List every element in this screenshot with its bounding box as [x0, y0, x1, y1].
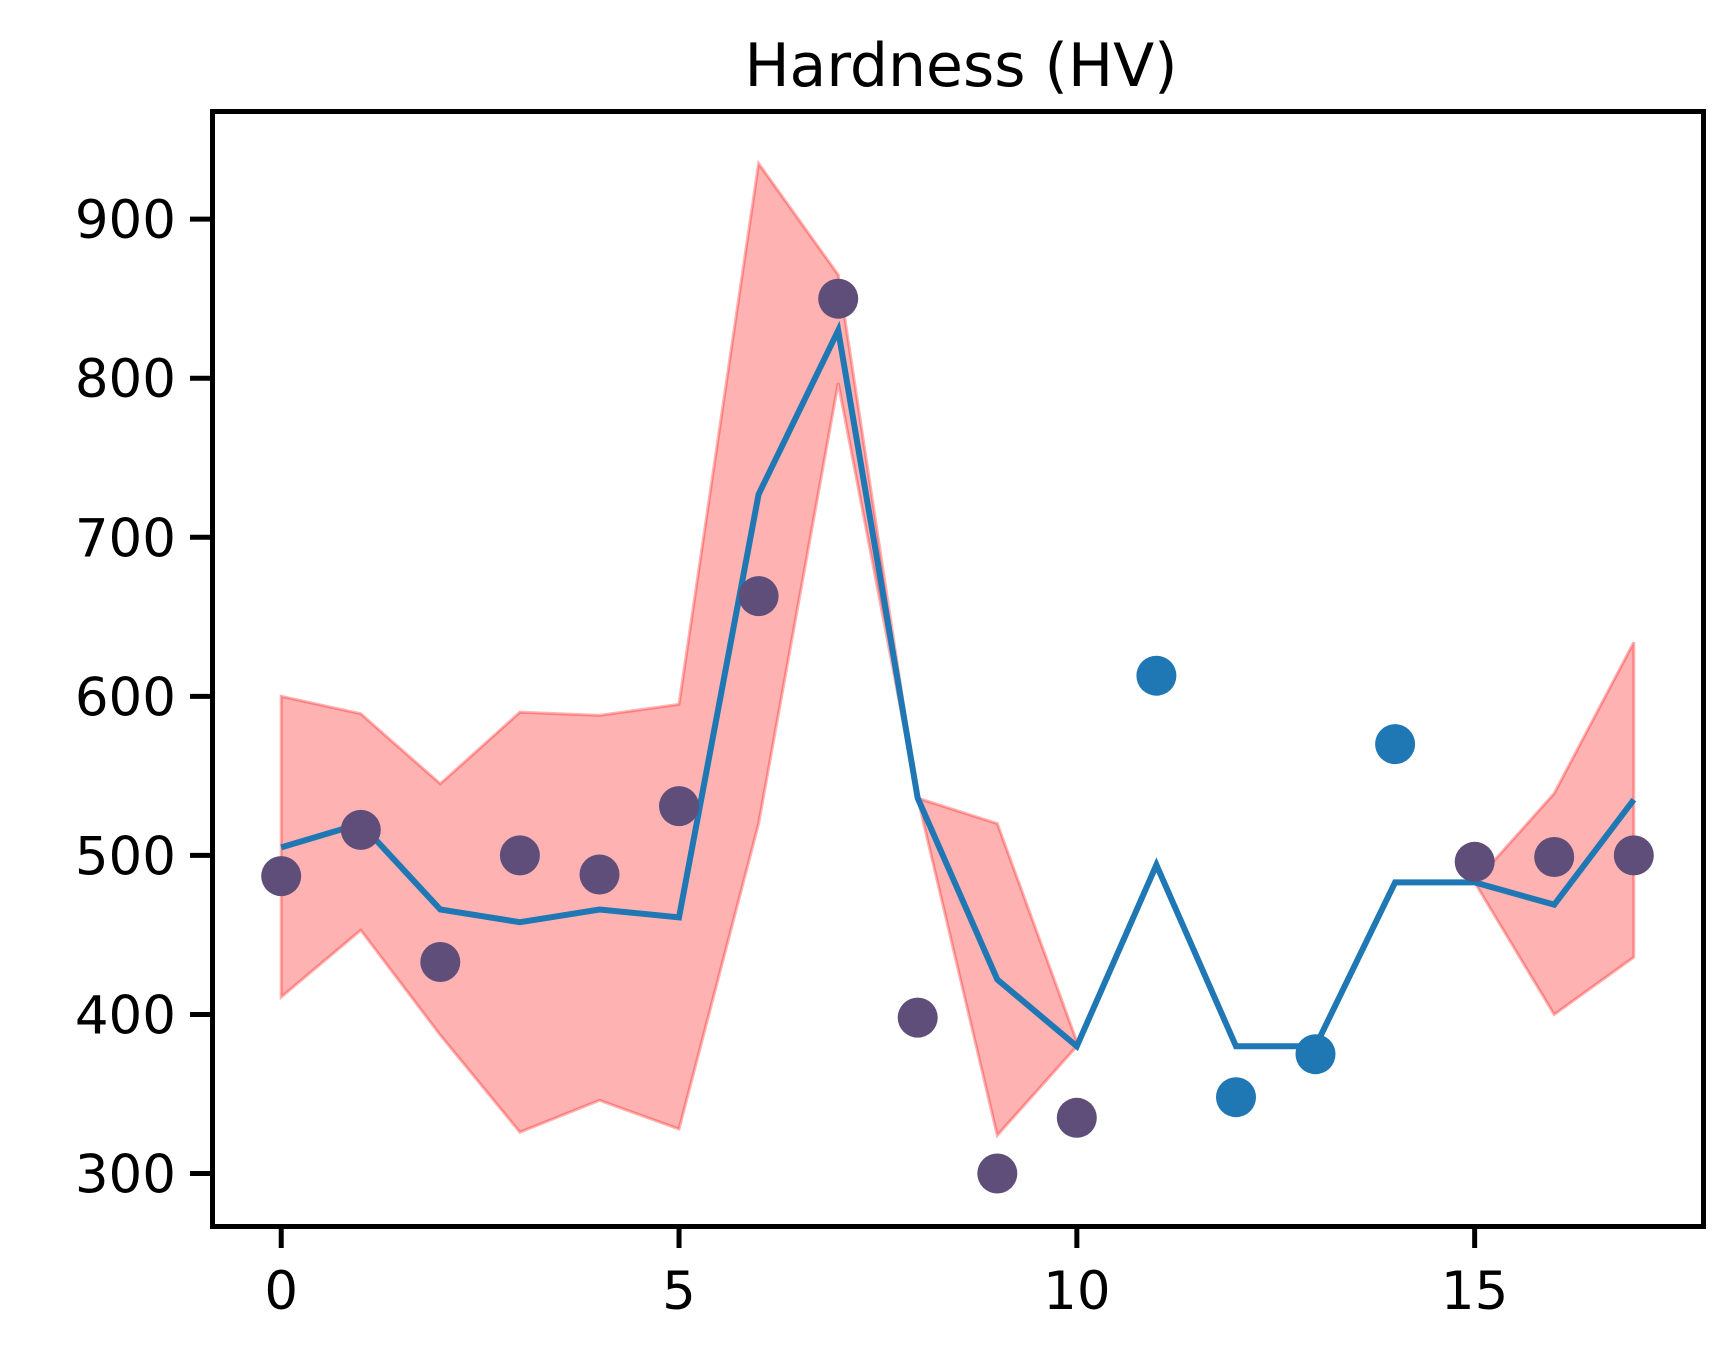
x-tick-label: 5 — [662, 1261, 696, 1322]
data-point — [499, 835, 540, 876]
measured-points-layer — [261, 278, 1654, 1194]
prediction-line-layer — [280, 320, 1637, 1052]
x-axis-ticks: 0 5 10 15 — [264, 1226, 1508, 1322]
data-point — [1613, 835, 1654, 876]
data-point — [579, 854, 620, 895]
y-tick-label: 600 — [75, 667, 176, 728]
data-point — [818, 278, 859, 319]
data-point — [1056, 1097, 1097, 1138]
x-tick-label: 0 — [264, 1261, 298, 1322]
y-tick-label: 300 — [75, 1145, 176, 1206]
data-point — [1295, 1034, 1336, 1075]
y-tick-label: 400 — [75, 985, 176, 1046]
prediction-series-line — [280, 320, 1637, 1052]
data-point — [659, 786, 699, 827]
y-axis-ticks: 300 400 500 600 700 800 900 — [75, 190, 212, 1206]
data-point — [1216, 1077, 1256, 1118]
data-point — [261, 856, 302, 897]
data-point — [738, 576, 779, 617]
x-tick-label: 10 — [1043, 1261, 1110, 1322]
y-tick-label: 900 — [75, 190, 176, 251]
data-point — [340, 809, 381, 850]
data-point — [420, 942, 461, 982]
y-tick-label: 500 — [75, 826, 176, 887]
x-tick-label: 15 — [1441, 1261, 1508, 1322]
y-tick-label: 800 — [75, 349, 176, 410]
plot-frame — [210, 109, 1706, 1229]
data-point — [1136, 655, 1177, 696]
data-point — [1534, 837, 1575, 877]
data-point — [1454, 841, 1495, 882]
data-point — [1375, 724, 1416, 765]
confidence-bands — [279, 159, 1636, 1139]
data-point — [977, 1153, 1018, 1194]
confidence-band-0 — [279, 159, 1079, 1139]
data-point — [897, 997, 938, 1038]
y-tick-label: 700 — [75, 508, 176, 569]
chart-title: Hardness (HV) — [744, 31, 1177, 101]
